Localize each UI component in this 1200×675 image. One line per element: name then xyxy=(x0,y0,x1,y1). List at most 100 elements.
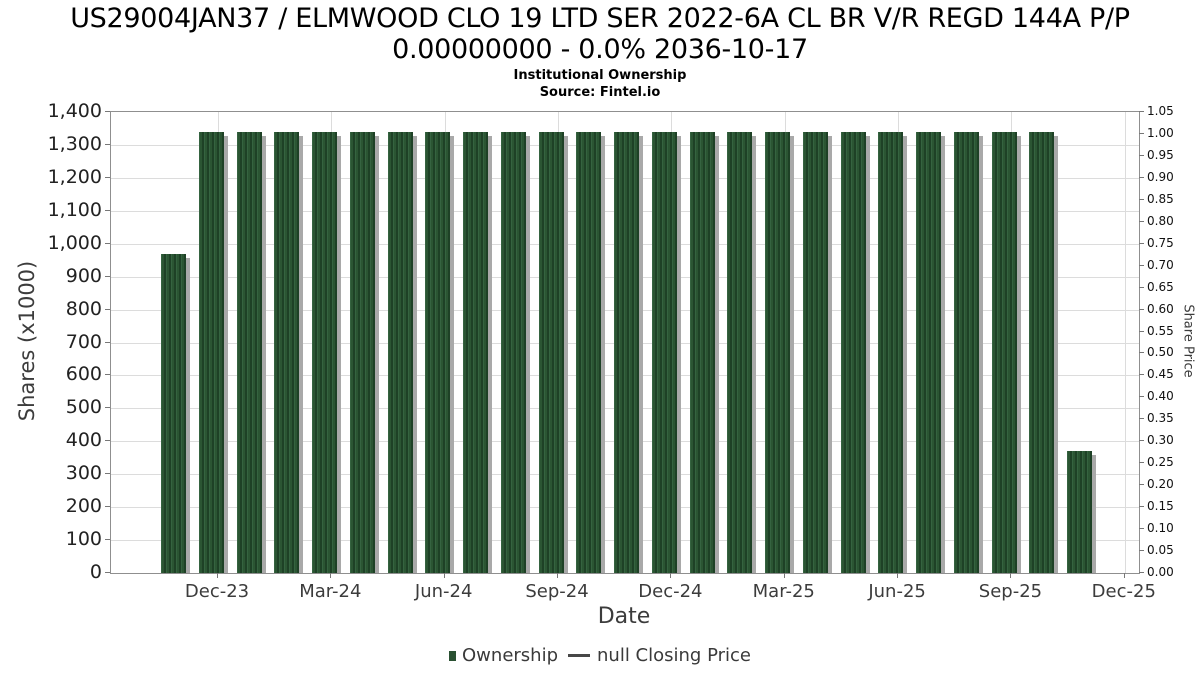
y-axis-tick-label-left: 1,300 xyxy=(47,132,102,155)
y-axis-tick-label-left: 300 xyxy=(65,462,102,485)
ownership-bar xyxy=(236,131,262,573)
ownership-bar xyxy=(425,131,451,573)
y-axis-tick-label-right: 0.85 xyxy=(1147,191,1174,206)
y-axis-tickmark-left xyxy=(105,341,110,343)
y-axis-tickmark-right xyxy=(1139,506,1144,508)
ownership-bar xyxy=(500,131,526,573)
y-axis-tickmark-right xyxy=(1139,242,1144,244)
plot-area xyxy=(110,111,1140,574)
ownership-bar xyxy=(387,131,413,573)
y-axis-tick-label-right: 0.90 xyxy=(1147,169,1174,184)
x-axis-tickmark xyxy=(897,573,899,578)
y-axis-tick-label-left: 500 xyxy=(65,396,102,419)
y-axis-tick-label-right: 0.70 xyxy=(1147,257,1174,272)
x-axis-tickmark xyxy=(217,573,218,578)
y-axis-tickmark-right xyxy=(1139,396,1144,398)
x-axis-tick-label: Mar-25 xyxy=(752,581,815,602)
chart-legend: Ownership null Closing Price xyxy=(0,645,1200,666)
ownership-bar xyxy=(463,131,488,573)
y-axis-tick-label-right: 0.25 xyxy=(1147,455,1174,470)
y-axis-tickmark-left xyxy=(105,374,110,376)
x-axis-tickmark xyxy=(670,573,672,578)
y-axis-tickmark-right xyxy=(1139,462,1144,464)
y-axis-tick-label-left: 600 xyxy=(65,363,102,386)
ownership-bar xyxy=(727,131,753,573)
y-axis-tickmark-left xyxy=(105,275,110,277)
y-axis-tick-label-left: 700 xyxy=(65,330,102,353)
y-axis-tickmark-left xyxy=(105,539,110,541)
ownership-bar xyxy=(953,131,979,573)
y-axis-tick-label-right: 0.80 xyxy=(1147,213,1174,228)
y-axis-tickmark-left xyxy=(105,572,110,573)
y-axis-tickmark-right xyxy=(1139,220,1144,222)
ownership-bar xyxy=(161,253,186,573)
y-axis-tick-label-left: 400 xyxy=(65,429,102,452)
y-axis-tickmark-left xyxy=(105,506,110,508)
y-axis-tick-label-right: 0.45 xyxy=(1147,367,1174,382)
y-axis-tick-label-right: 0.50 xyxy=(1147,345,1174,360)
x-axis-label: Date xyxy=(597,604,651,629)
y-axis-tickmark-left xyxy=(105,111,110,112)
y-axis-tickmark-right xyxy=(1139,154,1144,156)
y-axis-tickmark-right xyxy=(1139,111,1144,112)
y-axis-tick-label-right: 0.20 xyxy=(1147,477,1174,492)
y-axis-tick-label-right: 0.55 xyxy=(1147,323,1174,338)
y-axis-tickmark-right xyxy=(1139,330,1144,332)
x-axis-tick-label: Dec-23 xyxy=(184,581,250,602)
ownership-bar xyxy=(991,131,1017,573)
y-axis-tick-label-right: 0.95 xyxy=(1147,147,1174,162)
ownership-bar xyxy=(802,131,828,573)
y-axis-tick-label-right: 0.35 xyxy=(1147,411,1174,426)
y-axis-tickmark-left xyxy=(105,308,110,310)
ownership-bar xyxy=(349,131,375,573)
y-axis-tickmark-left xyxy=(105,242,110,244)
y-axis-tick-label-right: 1.05 xyxy=(1147,104,1174,118)
x-axis-tickmark xyxy=(1010,573,1012,578)
y-axis-tick-label-left: 100 xyxy=(65,528,102,551)
ownership-bar xyxy=(840,131,866,573)
plot-canvas xyxy=(111,112,1139,573)
x-axis-tickmark xyxy=(330,573,332,578)
x-axis-tick-label: Jun-25 xyxy=(868,581,926,602)
y-axis-tick-label-right: 0.65 xyxy=(1147,279,1174,294)
x-axis-tick-label: Sep-24 xyxy=(525,581,589,602)
x-axis-tick-label: Dec-25 xyxy=(1091,581,1156,602)
y-axis-tickmark-right xyxy=(1139,374,1144,376)
y-axis-tick-label-right: 0.75 xyxy=(1147,235,1174,250)
legend-ownership-label: Ownership xyxy=(462,645,559,666)
y-axis-tick-label-right: 0.40 xyxy=(1147,389,1174,404)
ownership-bar xyxy=(1029,131,1055,573)
x-axis-tick-label: Dec-24 xyxy=(638,581,703,602)
y-axis-tick-label-left: 1,400 xyxy=(47,100,102,122)
ownership-bar xyxy=(916,131,941,573)
ownership-bar xyxy=(312,131,337,573)
y-axis-tickmark-left xyxy=(105,473,110,475)
chart-subtitle: Institutional Ownership xyxy=(513,68,687,83)
x-axis-tickmark xyxy=(1123,573,1125,578)
y-axis-tickmark-left xyxy=(105,407,110,409)
chart-title-line1: US29004JAN37 / ELMWOOD CLO 19 LTD SER 20… xyxy=(70,3,1130,34)
x-axis-tick-label: Jun-24 xyxy=(414,581,473,602)
y-axis-tick-label-right: 0.30 xyxy=(1147,433,1174,448)
x-axis-tickmark xyxy=(443,573,445,578)
y-axis-tickmark-right xyxy=(1139,550,1144,552)
chart-title-line2: 0.00000000 - 0.0% 2036-10-17 xyxy=(392,34,808,65)
y-axis-tickmark-right xyxy=(1139,198,1144,200)
legend-item-ownership: Ownership xyxy=(449,645,558,666)
ownership-bar xyxy=(689,131,715,573)
ownership-bar xyxy=(538,131,564,573)
y-axis-tick-label-right: 0.05 xyxy=(1147,543,1174,558)
y-axis-tickmark-right xyxy=(1139,528,1144,530)
y-axis-tickmark-left xyxy=(105,209,110,211)
ownership-bar xyxy=(878,131,904,573)
ownership-bar xyxy=(614,131,639,573)
x-axis-tick-label: Sep-25 xyxy=(978,581,1043,602)
y-axis-tick-label-left: 1,000 xyxy=(47,231,102,254)
y-axis-tick-label-left: 200 xyxy=(65,495,102,518)
ownership-swatch-icon xyxy=(449,650,457,661)
grid-line-vertical xyxy=(1124,112,1126,573)
ownership-bar xyxy=(576,131,602,573)
y-axis-tickmark-right xyxy=(1139,286,1144,288)
y-axis-label-right: Share Price xyxy=(1180,304,1196,378)
